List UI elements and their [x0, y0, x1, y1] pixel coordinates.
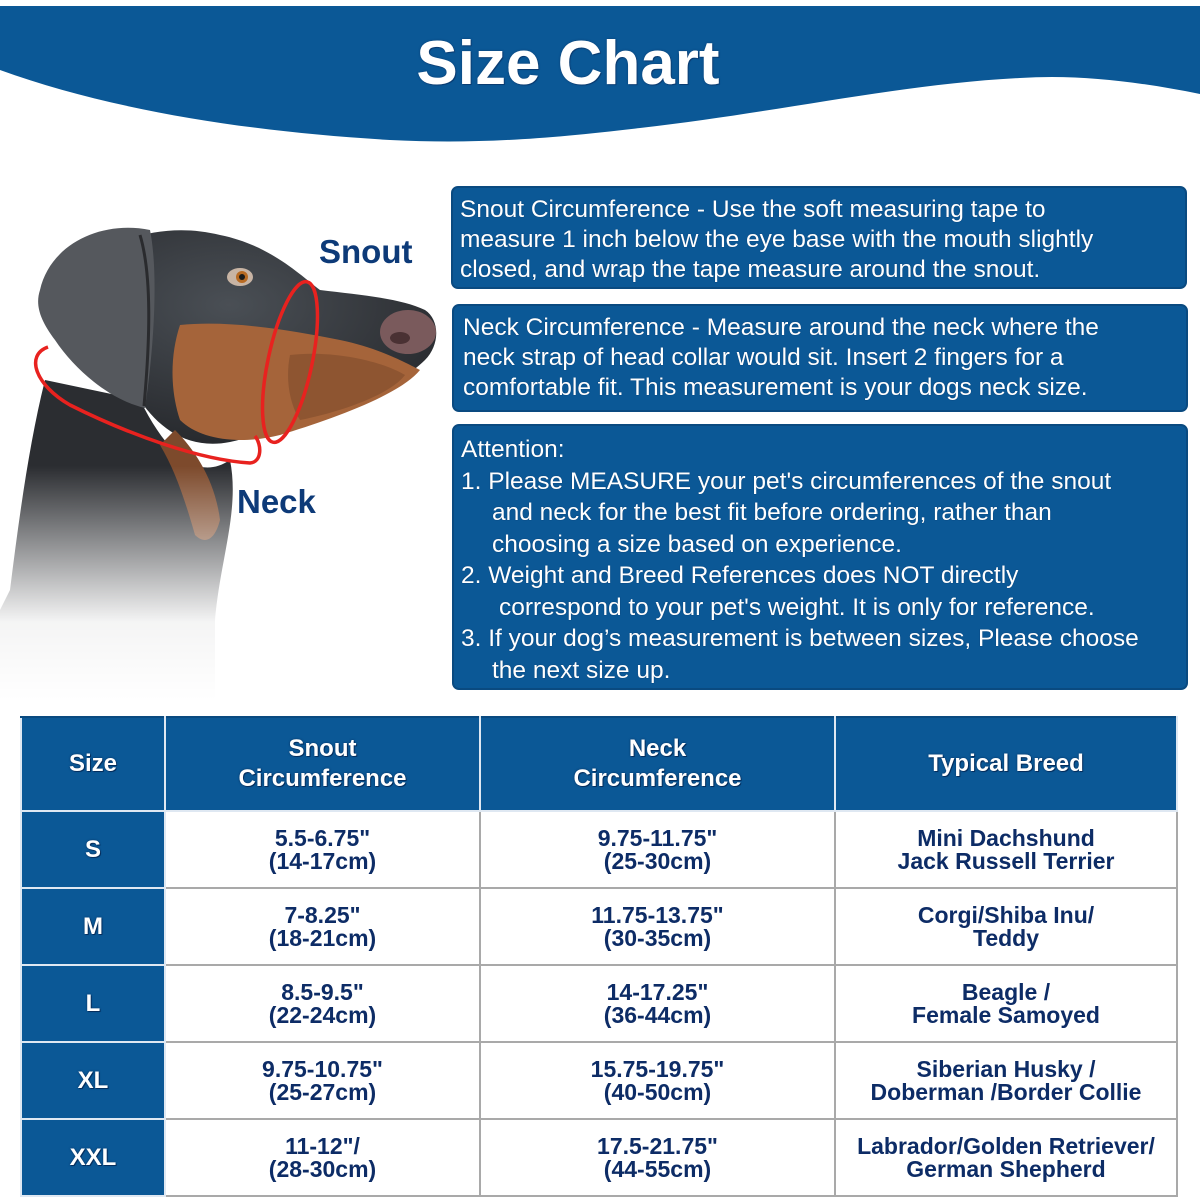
cell-inches: 11-12"/	[285, 1132, 360, 1159]
cell-cm: (14-17cm)	[268, 847, 377, 874]
neck-cell: 15.75-19.75" (40-50cm)	[479, 1041, 836, 1120]
info-line: measure 1 inch below the eye base with t…	[460, 226, 1094, 253]
table-row: XL 9.75-10.75" (25-27cm) 15.75-19.75" (4…	[20, 1041, 1178, 1120]
cell-inches: 11.75-13.75"	[591, 901, 724, 928]
cell-cm: (22-24cm)	[268, 1001, 377, 1028]
breed-text: German Shepherd	[906, 1155, 1106, 1182]
cell-cm: (44-55cm)	[603, 1155, 712, 1182]
snout-cell: 8.5-9.5" (22-24cm)	[164, 964, 481, 1043]
breed-cell: Labrador/Golden Retriever/ German Shephe…	[834, 1118, 1178, 1197]
cell-cm: (40-50cm)	[603, 1078, 712, 1105]
attention-item-1: 1. Please MEASURE your pet's circumferen…	[461, 466, 1180, 561]
attention-item-3: 3. If your dog’s measurement is between …	[461, 623, 1180, 686]
neck-cell: 17.5-21.75" (44-55cm)	[479, 1118, 836, 1197]
breed-text: Teddy	[972, 924, 1040, 951]
cell-cm: (25-30cm)	[603, 847, 712, 874]
neck-cell: 14-17.25" (36-44cm)	[479, 964, 836, 1043]
attention-item-text: correspond to your pet's weight. It is o…	[499, 593, 1095, 621]
size-cell: S	[20, 810, 166, 889]
breed-text: Doberman /Border Collie	[870, 1078, 1142, 1105]
cell-cm: (28-30cm)	[268, 1155, 377, 1182]
cell-cm: (25-27cm)	[268, 1078, 377, 1105]
snout-cell: 7-8.25" (18-21cm)	[164, 887, 481, 966]
header-banner	[0, 6, 1200, 142]
snout-cell: 5.5-6.75" (14-17cm)	[164, 810, 481, 889]
attention-info-box: Attention: 1. Please MEASURE your pet's …	[452, 424, 1188, 690]
cell-inches: 8.5-9.5"	[281, 978, 364, 1005]
header-text: Neck	[628, 735, 687, 762]
cell-cm: (36-44cm)	[603, 1001, 712, 1028]
size-cell: L	[20, 964, 166, 1043]
breed-text: Mini Dachshund	[917, 824, 1095, 851]
snout-cell: 11-12"/ (28-30cm)	[164, 1118, 481, 1197]
attention-item-text: choosing a size based on experience.	[492, 530, 902, 558]
cell-inches: 9.75-10.75"	[262, 1055, 383, 1082]
table-row: M 7-8.25" (18-21cm) 11.75-13.75" (30-35c…	[20, 887, 1178, 966]
column-header-neck: Neck Circumference	[479, 716, 836, 812]
table-header-row: Size Snout Circumference Neck Circumfere…	[20, 716, 1178, 812]
header-text: Typical Breed	[928, 750, 1084, 777]
attention-item-2: 2. Weight and Breed References does NOT …	[461, 560, 1180, 623]
breed-text: Female Samoyed	[912, 1001, 1100, 1028]
header-text: Snout	[288, 735, 357, 762]
neck-cell: 11.75-13.75" (30-35cm)	[479, 887, 836, 966]
neck-label: Neck	[237, 483, 316, 520]
breed-text: Corgi/Shiba Inu/	[917, 901, 1095, 928]
cell-cm: (30-35cm)	[603, 924, 712, 951]
cell-inches: 14-17.25"	[606, 978, 709, 1005]
attention-item-text: the next size up.	[492, 656, 671, 684]
page-title: Size Chart	[416, 29, 720, 98]
cell-inches: 5.5-6.75"	[274, 824, 371, 851]
cell-cm: (18-21cm)	[268, 924, 377, 951]
breed-cell: Corgi/Shiba Inu/ Teddy	[834, 887, 1178, 966]
attention-item-text: and neck for the best fit before orderin…	[492, 499, 1052, 526]
size-cell: XL	[20, 1041, 166, 1120]
column-header-size: Size	[20, 716, 166, 812]
table-row: XXL 11-12"/ (28-30cm) 17.5-21.75" (44-55…	[20, 1118, 1178, 1197]
breed-text: Jack Russell Terrier	[897, 847, 1115, 874]
cell-inches: 9.75-11.75"	[597, 824, 718, 851]
neck-circumference-info-box: Neck Circumference - Measure around the …	[452, 304, 1188, 412]
breed-text: Beagle /	[961, 978, 1051, 1005]
cell-inches: 7-8.25"	[284, 901, 361, 928]
breed-cell: Siberian Husky / Doberman /Border Collie	[834, 1041, 1178, 1120]
size-cell: XXL	[20, 1118, 166, 1197]
table-row: S 5.5-6.75" (14-17cm) 9.75-11.75" (25-30…	[20, 810, 1178, 889]
size-cell: M	[20, 887, 166, 966]
attention-item-text: 1. Please MEASURE your pet's circumferen…	[461, 467, 1112, 495]
table-row: L 8.5-9.5" (22-24cm) 14-17.25" (36-44cm)…	[20, 964, 1178, 1043]
cell-inches: 17.5-21.75"	[597, 1132, 718, 1159]
info-line: Snout Circumference - Use the soft measu…	[460, 196, 1046, 223]
breed-cell: Beagle / Female Samoyed	[834, 964, 1178, 1043]
breed-cell: Mini Dachshund Jack Russell Terrier	[834, 810, 1178, 889]
neck-measure-loop	[33, 345, 262, 465]
info-line: comfortable fit. This measurement is you…	[463, 374, 1088, 401]
dog-head-illustration	[0, 180, 450, 700]
size-chart-table: Size Snout Circumference Neck Circumfere…	[20, 716, 1178, 1197]
breed-text: Labrador/Golden Retriever/	[857, 1132, 1155, 1159]
column-header-snout: Snout Circumference	[164, 716, 481, 812]
snout-label: Snout	[319, 233, 413, 270]
breed-text: Siberian Husky /	[916, 1055, 1096, 1082]
attention-item-text: 2. Weight and Breed References does NOT …	[461, 562, 1019, 589]
neck-cell: 9.75-11.75" (25-30cm)	[479, 810, 836, 889]
snout-cell: 9.75-10.75" (25-27cm)	[164, 1041, 481, 1120]
info-line: neck strap of head collar would sit. Ins…	[463, 344, 1064, 371]
attention-item-text: 3. If your dog’s measurement is between …	[461, 625, 1139, 652]
snout-measure-loop	[260, 279, 320, 445]
header-text: Circumference	[238, 765, 407, 792]
snout-circumference-info-box: Snout Circumference - Use the soft measu…	[451, 186, 1187, 289]
cell-inches: 15.75-19.75"	[590, 1055, 725, 1082]
info-line: closed, and wrap the tape measure around…	[460, 256, 1041, 283]
column-header-breed: Typical Breed	[834, 716, 1178, 812]
header-text: Circumference	[573, 765, 742, 792]
attention-heading: Attention:	[461, 436, 565, 463]
header-text: Size	[68, 750, 118, 777]
info-line: Neck Circumference - Measure around the …	[463, 314, 1099, 341]
